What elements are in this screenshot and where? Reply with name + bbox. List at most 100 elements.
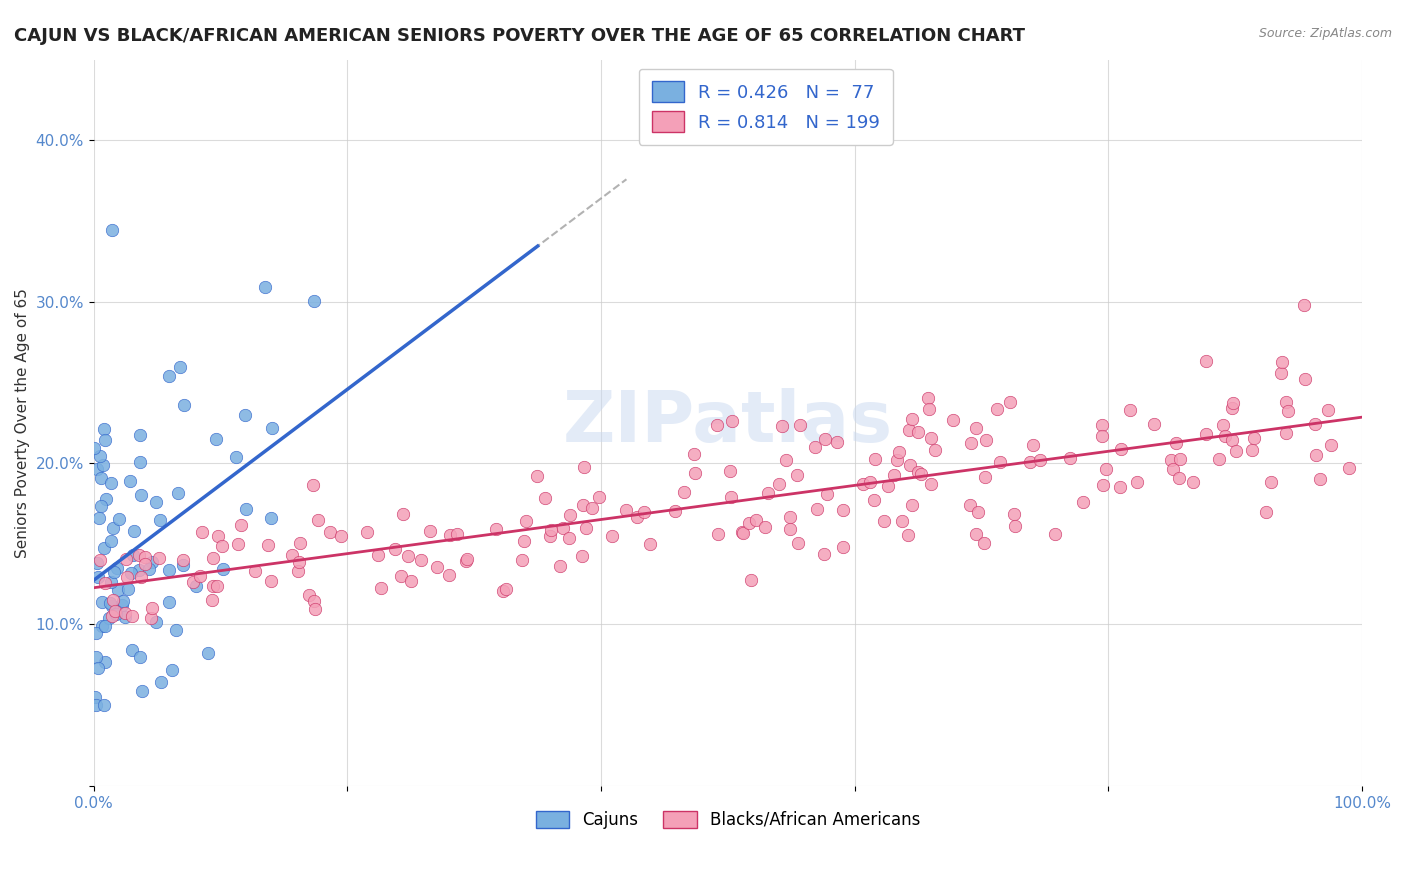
Point [98, 611, 121, 625]
Point [111, 598, 134, 612]
Point [960, 436, 983, 450]
Point [104, 604, 127, 618]
Point [98, 596, 121, 610]
Text: Source: ZipAtlas.com: Source: ZipAtlas.com [1258, 27, 1392, 40]
Point [966, 527, 988, 541]
Point [973, 536, 995, 550]
Point [526, 469, 548, 483]
Legend: Cajuns, Blacks/African Americans: Cajuns, Blacks/African Americans [529, 804, 927, 836]
Point [1195, 426, 1218, 441]
Point [100, 475, 122, 490]
Point [852, 477, 875, 491]
Point [813, 547, 835, 561]
Point [898, 458, 921, 473]
Point [770, 418, 793, 433]
Point [389, 569, 412, 583]
Point [1208, 452, 1230, 467]
Point [779, 522, 801, 536]
Point [201, 550, 224, 565]
Point [456, 552, 478, 566]
Point [886, 453, 908, 467]
Point [720, 490, 742, 504]
Point [515, 514, 537, 528]
Point [718, 464, 741, 478]
Point [815, 487, 838, 501]
Point [87, 570, 110, 584]
Point [148, 550, 170, 565]
Point [307, 512, 329, 526]
Point [112, 594, 135, 608]
Point [166, 486, 188, 500]
Point [1213, 429, 1236, 443]
Point [356, 525, 378, 540]
Point [806, 501, 828, 516]
Point [1018, 455, 1040, 469]
Point [825, 434, 848, 449]
Point [456, 554, 478, 568]
Point [83, 690, 105, 705]
Point [384, 542, 406, 557]
Point [159, 368, 181, 383]
Point [1071, 494, 1094, 508]
Point [745, 512, 768, 526]
Point [986, 401, 1008, 416]
Point [101, 223, 124, 237]
Point [101, 609, 124, 624]
Point [920, 477, 942, 491]
Point [101, 520, 124, 534]
Point [439, 528, 461, 542]
Point [93, 698, 115, 712]
Point [889, 445, 911, 459]
Point [145, 615, 167, 629]
Point [1316, 402, 1339, 417]
Point [571, 549, 593, 563]
Point [572, 498, 595, 512]
Point [891, 514, 914, 528]
Point [1167, 471, 1189, 485]
Point [172, 558, 194, 572]
Point [212, 562, 235, 576]
Point [1164, 436, 1187, 450]
Point [907, 465, 929, 479]
Point [169, 360, 191, 375]
Point [1126, 475, 1149, 489]
Point [115, 552, 138, 566]
Point [94, 492, 117, 507]
Point [1225, 443, 1247, 458]
Point [1305, 448, 1327, 462]
Point [131, 683, 153, 698]
Point [84, 650, 107, 665]
Point [1275, 394, 1298, 409]
Point [114, 610, 136, 624]
Point [103, 566, 125, 580]
Point [233, 408, 256, 422]
Point [1109, 442, 1132, 457]
Point [754, 520, 776, 534]
Point [538, 528, 561, 542]
Point [602, 528, 624, 542]
Point [1109, 480, 1132, 494]
Point [122, 548, 145, 562]
Point [89, 449, 111, 463]
Point [1303, 417, 1326, 431]
Point [120, 566, 142, 581]
Point [1092, 478, 1115, 492]
Point [883, 468, 905, 483]
Point [128, 548, 150, 562]
Point [173, 398, 195, 412]
Point [225, 450, 247, 464]
Point [988, 455, 1011, 469]
Point [1022, 438, 1045, 452]
Point [832, 502, 855, 516]
Point [803, 440, 825, 454]
Point [201, 579, 224, 593]
Point [121, 642, 143, 657]
Point [149, 674, 172, 689]
Text: CAJUN VS BLACK/AFRICAN AMERICAN SENIORS POVERTY OVER THE AGE OF 65 CORRELATION C: CAJUN VS BLACK/AFRICAN AMERICAN SENIORS … [14, 27, 1025, 45]
Point [789, 417, 811, 432]
Point [1059, 450, 1081, 465]
Point [640, 537, 662, 551]
Point [574, 460, 596, 475]
Point [105, 561, 128, 575]
Point [974, 433, 997, 447]
